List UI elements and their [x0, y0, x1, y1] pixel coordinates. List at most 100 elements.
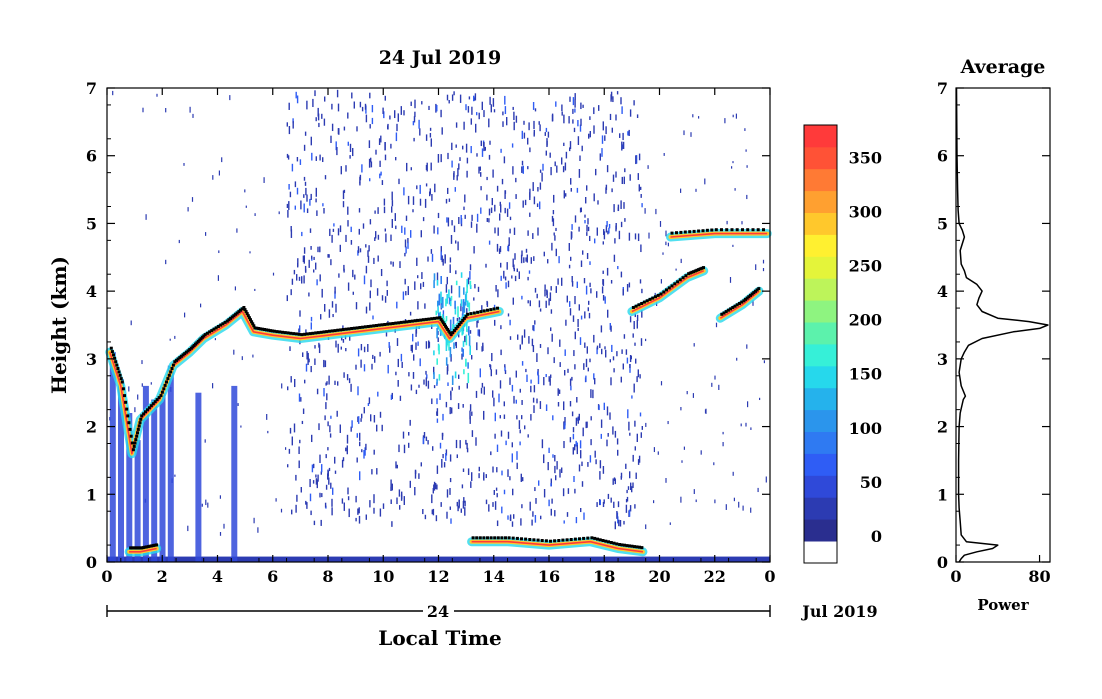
- cloud-speckle: [405, 320, 409, 324]
- turbulence-mark: [458, 285, 461, 298]
- noise-mark: [724, 118, 726, 124]
- cloud-speckle: [714, 228, 718, 232]
- noise-mark: [616, 511, 618, 519]
- noise-mark: [290, 229, 293, 238]
- cloud-speckle: [118, 373, 122, 377]
- noise-mark: [319, 154, 321, 161]
- noise-mark: [263, 177, 265, 183]
- noise-mark: [550, 374, 552, 378]
- noise-mark: [315, 478, 318, 485]
- noise-mark: [322, 203, 324, 207]
- noise-mark: [141, 360, 143, 365]
- cloud-speckle: [263, 328, 267, 331]
- noise-mark: [496, 243, 499, 252]
- cloud-speckle: [440, 319, 444, 323]
- noise-mark: [349, 335, 351, 341]
- y-tick-label: 1: [86, 485, 97, 504]
- noise-mark: [419, 184, 421, 194]
- cloud-speckle: [344, 327, 348, 331]
- cloud-speckle: [132, 444, 136, 448]
- cloud-speckle: [386, 322, 389, 326]
- noise-mark: [550, 508, 552, 516]
- noise-mark: [440, 109, 442, 118]
- cloud-speckle: [133, 441, 137, 445]
- streak-mark: [126, 413, 133, 562]
- noise-mark: [534, 515, 537, 523]
- noise-mark: [445, 198, 448, 204]
- noise-mark: [352, 291, 354, 295]
- noise-mark: [740, 423, 742, 427]
- x-tick-label: 18: [593, 567, 615, 586]
- cloud-speckle: [136, 427, 140, 431]
- cloud-speckle: [472, 311, 476, 315]
- noise-mark: [316, 279, 318, 286]
- noise-mark: [757, 487, 759, 493]
- noise-mark: [426, 374, 428, 379]
- noise-mark: [545, 404, 548, 411]
- noise-mark: [620, 97, 622, 105]
- colorbar-segment: [804, 409, 837, 432]
- noise-mark: [587, 307, 589, 312]
- noise-mark: [436, 484, 438, 490]
- noise-mark: [625, 463, 627, 469]
- cloud-speckle: [175, 358, 178, 362]
- cloud-speckle: [486, 308, 489, 312]
- colorbar-segment: [804, 365, 837, 389]
- cloud-speckle: [205, 331, 209, 335]
- cloud-speckle: [186, 349, 190, 353]
- noise-mark: [572, 119, 574, 124]
- average-y-tick-label: 7: [937, 79, 948, 98]
- cloud-speckle: [693, 269, 697, 273]
- noise-mark: [409, 419, 411, 426]
- cloud-speckle: [496, 306, 499, 310]
- noise-mark: [589, 131, 591, 138]
- noise-mark: [551, 215, 554, 222]
- noise-mark: [584, 220, 586, 224]
- noise-mark: [524, 199, 527, 206]
- cloud-speckle: [489, 308, 493, 312]
- cloud-speckle: [253, 326, 257, 330]
- noise-mark: [465, 104, 467, 111]
- cloud-speckle: [135, 434, 139, 438]
- noise-mark: [435, 515, 438, 522]
- cloud-speckle: [139, 417, 143, 421]
- noise-mark: [621, 106, 623, 114]
- noise-mark: [395, 371, 397, 376]
- noise-mark: [577, 416, 579, 424]
- noise-mark: [504, 366, 506, 372]
- cloud-speckle: [242, 306, 246, 309]
- noise-mark: [553, 357, 555, 364]
- cloud-speckle: [141, 546, 145, 550]
- colorbar-tick-label: 100: [849, 419, 882, 438]
- cloud-speckle: [130, 441, 134, 445]
- noise-mark: [390, 479, 392, 488]
- noise-mark: [593, 193, 595, 202]
- noise-mark: [384, 228, 386, 232]
- cloud-speckle: [448, 331, 452, 335]
- noise-mark: [285, 447, 287, 450]
- noise-mark: [145, 214, 147, 220]
- noise-mark: [415, 329, 417, 337]
- noise-mark: [521, 160, 524, 166]
- cloud-speckle: [625, 544, 629, 548]
- average-y-tick-label: 2: [937, 418, 948, 437]
- noise-mark: [184, 312, 186, 318]
- noise-mark: [602, 270, 604, 274]
- noise-mark: [549, 378, 551, 386]
- noise-mark: [495, 369, 498, 375]
- noise-mark: [589, 455, 592, 463]
- noise-mark: [644, 208, 646, 214]
- noise-mark: [629, 174, 631, 181]
- noise-mark: [610, 280, 613, 284]
- noise-mark: [495, 487, 498, 491]
- noise-mark: [431, 509, 433, 515]
- noise-mark: [554, 465, 556, 474]
- noise-mark: [497, 289, 499, 298]
- noise-mark: [359, 248, 362, 253]
- y-tick-label: 5: [86, 214, 97, 233]
- noise-mark: [412, 372, 415, 379]
- streak-mark: [231, 385, 238, 562]
- noise-mark: [434, 183, 436, 193]
- noise-mark: [442, 310, 445, 320]
- turbulence-mark: [457, 306, 459, 318]
